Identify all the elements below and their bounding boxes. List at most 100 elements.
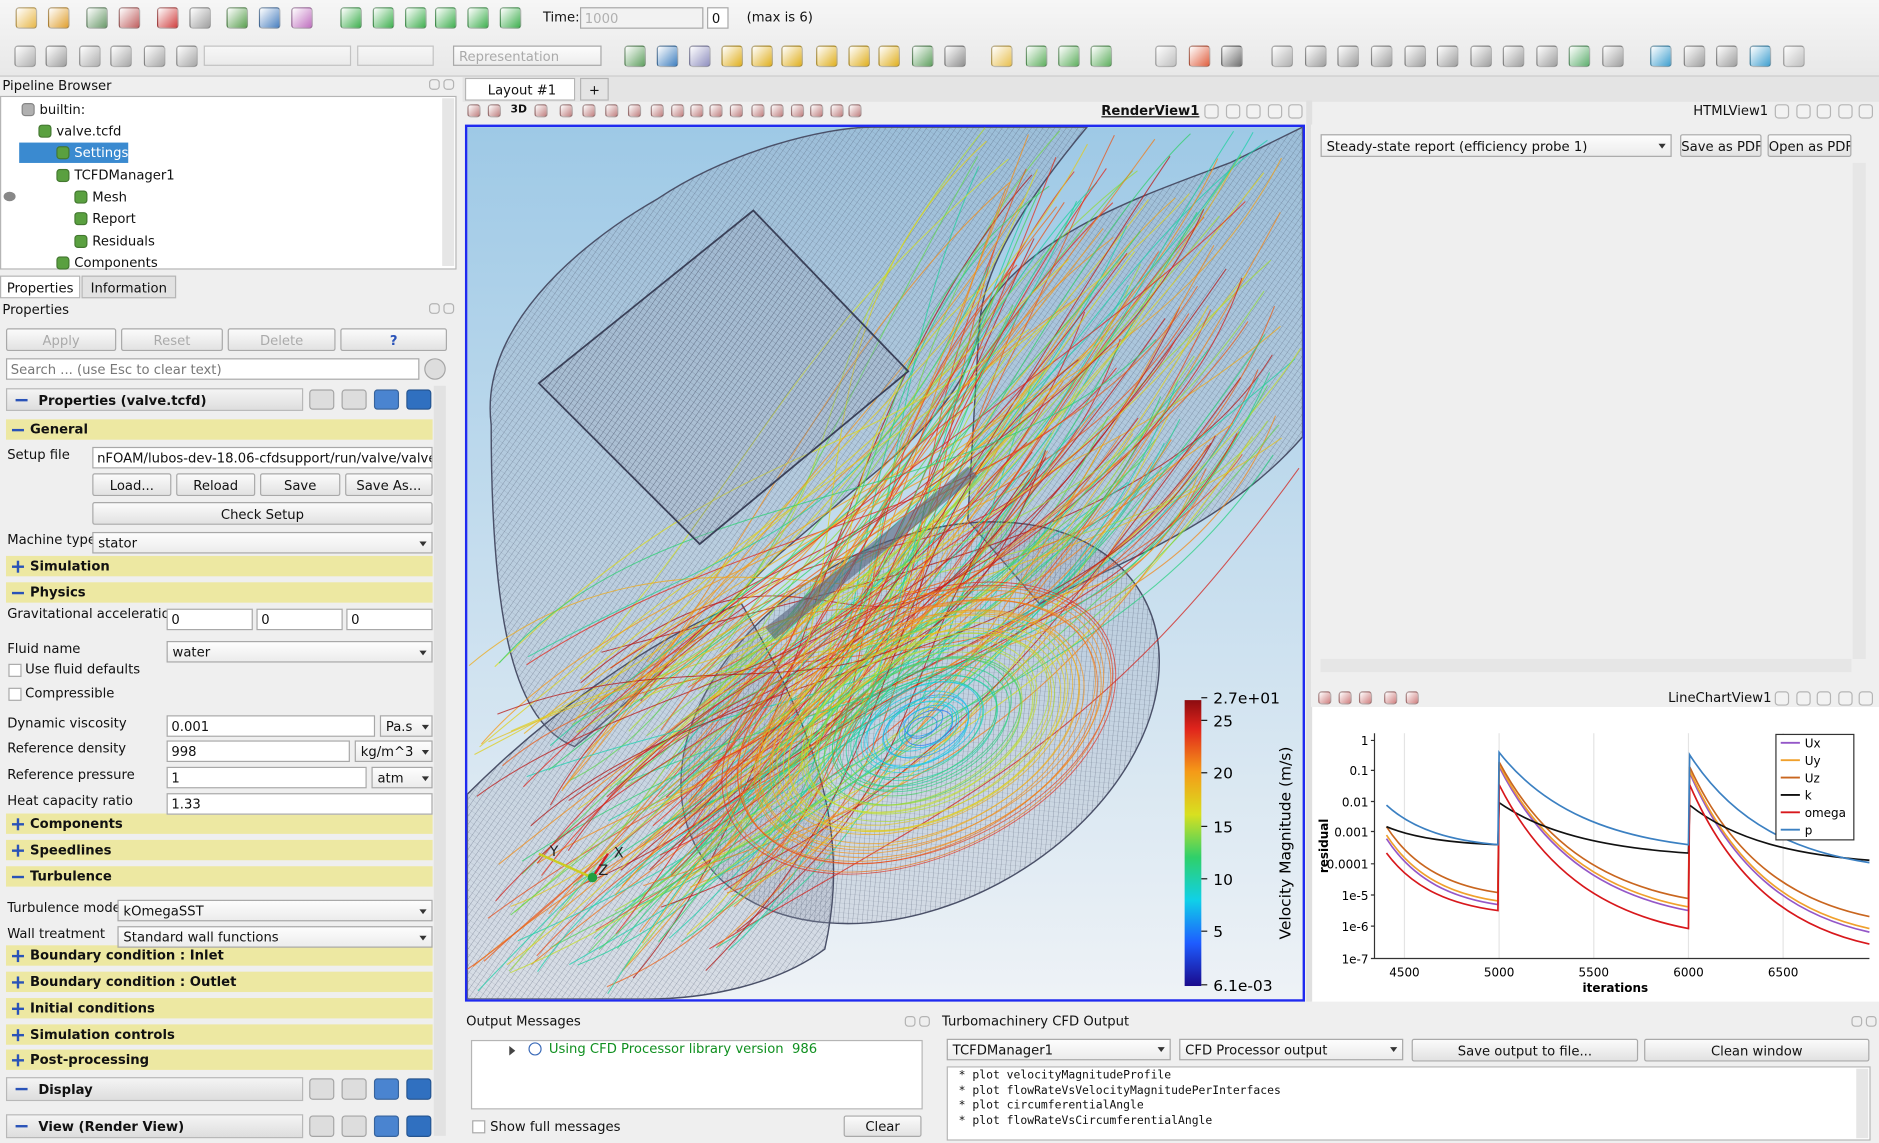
- toolbar-button[interactable]: [1384, 691, 1398, 705]
- section-header[interactable]: Simulation controls: [5, 1024, 433, 1045]
- header-button[interactable]: [373, 1115, 400, 1138]
- panel-tab[interactable]: Information: [81, 275, 177, 299]
- collapse-icon[interactable]: [15, 1083, 28, 1095]
- toolbar-button[interactable]: [848, 45, 870, 68]
- toolbar-button[interactable]: [1405, 691, 1419, 705]
- toolbar-button[interactable]: [1404, 45, 1427, 68]
- toolbar-button[interactable]: [1568, 45, 1591, 68]
- tree-item[interactable]: Components: [74, 255, 158, 271]
- setup-file-input[interactable]: nFOAM/lubos-dev-18.06-cfdsupport/run/val…: [92, 446, 433, 469]
- clear-button[interactable]: Clear: [843, 1115, 922, 1138]
- toolbar-button[interactable]: [45, 45, 68, 68]
- settings-button[interactable]: [424, 358, 446, 380]
- toolbar-button[interactable]: [671, 104, 685, 118]
- collapse-icon[interactable]: [11, 871, 24, 883]
- toolbar-button[interactable]: [790, 104, 805, 118]
- expand-icon[interactable]: [11, 560, 24, 573]
- float-button[interactable]: [904, 1015, 916, 1027]
- toolbar-button[interactable]: [944, 45, 966, 68]
- toolbar-button[interactable]: [605, 104, 619, 118]
- output-button[interactable]: Save output to file...: [1411, 1038, 1639, 1062]
- toolbar-button[interactable]: [47, 7, 70, 29]
- header-button[interactable]: [341, 1115, 367, 1138]
- panel-tab[interactable]: Properties: [0, 275, 81, 299]
- toolbar-button[interactable]: [810, 104, 824, 118]
- expand-icon[interactable]: [11, 976, 24, 989]
- toolbar-button[interactable]: [848, 104, 862, 118]
- view-button[interactable]: [1204, 104, 1219, 119]
- header-button[interactable]: [373, 389, 400, 410]
- toolbar-button[interactable]: [1058, 45, 1080, 68]
- toolbar-button[interactable]: [1783, 45, 1805, 68]
- header-button[interactable]: [373, 1078, 400, 1100]
- expand-icon[interactable]: [11, 1054, 24, 1067]
- unit-select[interactable]: atm: [371, 766, 433, 789]
- toolbar-button[interactable]: [751, 104, 765, 118]
- view-button[interactable]: [1816, 691, 1832, 706]
- toolbar-button[interactable]: [534, 104, 548, 118]
- toolbar-button[interactable]: [1749, 45, 1772, 68]
- checkbox[interactable]: [8, 663, 22, 677]
- expand-icon[interactable]: [11, 844, 24, 857]
- toolbar-button[interactable]: [340, 7, 362, 29]
- search-field[interactable]: Search ... (use Esc to clear text): [5, 358, 420, 380]
- toolbar-button[interactable]: [878, 45, 900, 68]
- toolbar-button[interactable]: [156, 7, 179, 29]
- view-button[interactable]: [1225, 104, 1241, 119]
- checkbox[interactable]: [472, 1120, 486, 1134]
- manager-select[interactable]: TCFDManager1: [946, 1038, 1171, 1061]
- view-button[interactable]: [1816, 104, 1832, 119]
- action-button[interactable]: Delete: [227, 328, 336, 352]
- toolbar-button[interactable]: [1025, 45, 1048, 68]
- toolbar-button[interactable]: [487, 104, 501, 118]
- collapse-icon[interactable]: [11, 587, 24, 599]
- toolbar-button[interactable]: [1358, 691, 1373, 705]
- toolbar-button[interactable]: [1716, 45, 1738, 68]
- toolbar-button[interactable]: [1370, 45, 1393, 68]
- view-button[interactable]: [1774, 691, 1790, 706]
- section-header[interactable]: Post-processing: [5, 1049, 433, 1070]
- toolbar-button[interactable]: [689, 45, 711, 68]
- toolbar-button[interactable]: [781, 45, 803, 68]
- toolbar-button[interactable]: [770, 104, 784, 118]
- turbulence-model-select[interactable]: kOmegaSST: [117, 899, 433, 922]
- toolbar-button[interactable]: [751, 45, 773, 68]
- view-button[interactable]: [1246, 104, 1261, 119]
- toolbar-button[interactable]: [991, 45, 1013, 68]
- collapse-icon[interactable]: [15, 394, 28, 406]
- toolbar-button[interactable]: [627, 104, 642, 118]
- toolbar-button[interactable]: [1337, 45, 1359, 68]
- proxy-header[interactable]: Properties (valve.tcfd): [5, 388, 304, 411]
- toolbar-button[interactable]: [86, 7, 108, 29]
- section-header[interactable]: Initial conditions: [5, 998, 433, 1019]
- tree-item[interactable]: builtin:: [39, 101, 86, 118]
- toolbar-button[interactable]: [721, 45, 743, 68]
- gravity-input[interactable]: 0: [256, 608, 343, 631]
- file-button[interactable]: Save: [260, 473, 341, 497]
- time-input[interactable]: 1000: [579, 7, 704, 29]
- view-title[interactable]: LineChartView1: [1668, 690, 1772, 706]
- section-header[interactable]: Simulation: [5, 555, 433, 577]
- tree-item[interactable]: valve.tcfd: [56, 123, 122, 139]
- toolbar-button[interactable]: [656, 45, 679, 68]
- header-button[interactable]: [406, 1115, 432, 1138]
- toolbar-button[interactable]: [1090, 45, 1113, 68]
- toolbar-button[interactable]: [143, 45, 166, 68]
- header-button[interactable]: [406, 389, 432, 410]
- render-view[interactable]: 2.7e+01 25 20 15 10 5 6.1e-03 Velocity Magnitud…: [464, 124, 1305, 1002]
- toolbar-button[interactable]: [14, 45, 36, 68]
- section-header[interactable]: Boundary condition : Inlet: [5, 945, 433, 966]
- header-button[interactable]: [309, 1115, 335, 1138]
- view-button[interactable]: [1838, 104, 1853, 119]
- proxy-header[interactable]: Display: [5, 1077, 304, 1102]
- toolbar-button[interactable]: [499, 7, 522, 29]
- output-source-select[interactable]: CFD Processor output: [1179, 1038, 1404, 1061]
- number-input[interactable]: 1.33: [166, 793, 433, 815]
- toolbar-button[interactable]: [729, 104, 743, 118]
- check-setup-button[interactable]: Check Setup: [92, 502, 433, 525]
- toolbar-button[interactable]: [1221, 45, 1243, 68]
- view-button[interactable]: [1796, 691, 1811, 706]
- toolbar-button[interactable]: [830, 104, 844, 118]
- action-button[interactable]: Apply: [5, 328, 117, 352]
- close-button[interactable]: [919, 1015, 930, 1027]
